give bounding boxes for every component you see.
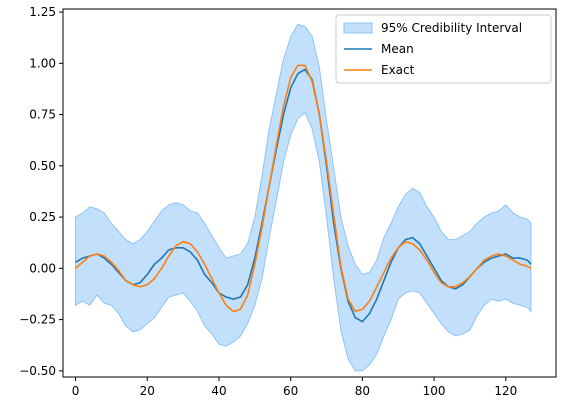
y-tick-label: 0.25 xyxy=(29,210,56,224)
legend-item-band: 95% Credibility Interval xyxy=(381,21,522,35)
y-tick-label: 0.00 xyxy=(29,261,56,275)
legend-item-mean: Mean xyxy=(381,42,414,56)
y-tick-label: 0.50 xyxy=(29,159,56,173)
plot-area xyxy=(75,23,532,372)
y-tick-label: 0.75 xyxy=(29,108,56,122)
axes: 0 20 40 60 80 100 120 −0.50 −0.25 0.00 0.25 0.50 0.7… xyxy=(19,5,557,398)
x-tick-label: 0 xyxy=(72,384,80,398)
legend-swatch-band xyxy=(343,22,373,34)
series-line-exact xyxy=(75,64,532,313)
legend-item-exact: Exact xyxy=(381,63,415,77)
y-tick-label: 1.00 xyxy=(29,56,56,70)
x-tick-label: 100 xyxy=(423,384,446,398)
x-tick-label: 40 xyxy=(211,384,226,398)
credibility-band xyxy=(75,23,532,372)
y-tick-label: 1.25 xyxy=(29,5,56,19)
y-tick-label: −0.25 xyxy=(19,313,56,327)
axes-frame xyxy=(62,8,557,378)
x-tick-label: 80 xyxy=(355,384,370,398)
legend-box xyxy=(335,14,552,84)
x-tick-label: 120 xyxy=(494,384,517,398)
series-line-mean xyxy=(75,68,532,323)
y-tick-label: −0.50 xyxy=(19,364,56,378)
legend: 95% Credibility Interval Mean Exact xyxy=(335,14,552,84)
x-tick-label: 20 xyxy=(140,384,155,398)
x-tick-label: 60 xyxy=(283,384,298,398)
